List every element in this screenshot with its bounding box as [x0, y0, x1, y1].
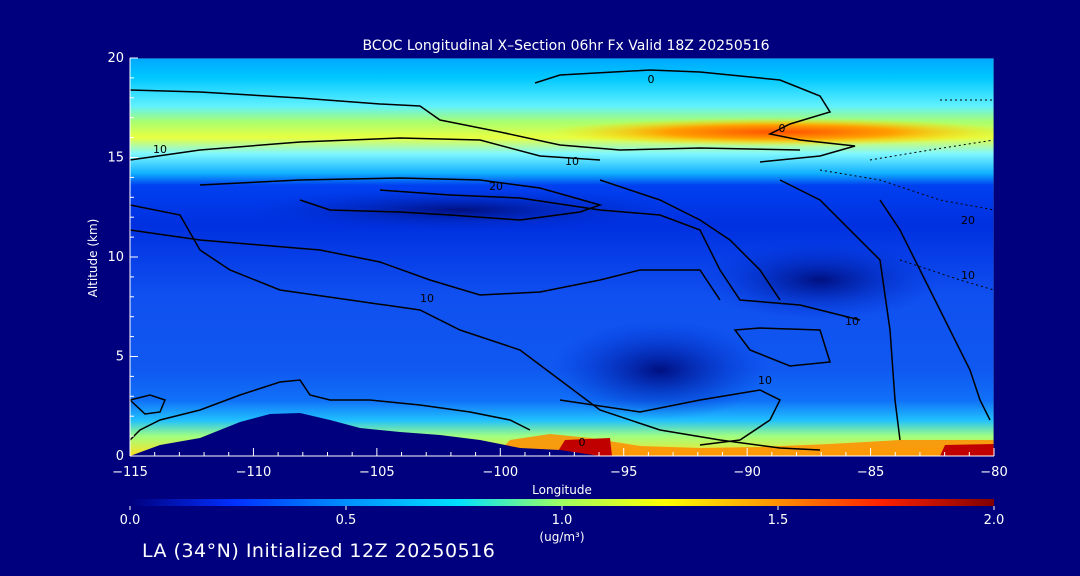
y-axis: 0 5 10 15 20	[107, 51, 138, 464]
colorbar	[130, 499, 994, 506]
y-tick-label: 10	[107, 250, 124, 265]
x-tick-label: −115	[112, 465, 148, 480]
x-tick-label: −95	[610, 465, 637, 480]
x-axis-label: Longitude	[532, 483, 592, 497]
y-axis-label: Altitude (km)	[86, 219, 100, 298]
contour-lines-dashed	[819, 99, 994, 291]
contour-label: 10	[961, 269, 975, 282]
x-tick-label: −110	[236, 465, 272, 480]
contour-label: 10	[153, 143, 167, 156]
x-tick-label: −100	[482, 465, 518, 480]
colorbar-ticks: 0.0 0.5 1.0 1.5 2.0	[120, 506, 1005, 528]
contour-label: 20	[489, 180, 503, 193]
contour-label: 0	[779, 122, 786, 135]
chart-title: BCOC Longitudinal X–Section 06hr Fx Vali…	[362, 38, 769, 54]
stratospheric-layer-hotspot	[550, 118, 994, 146]
contour-label: 10	[420, 292, 434, 305]
x-tick-label: −90	[733, 465, 760, 480]
contour-label: 10	[845, 315, 859, 328]
y-tick-label: 20	[107, 51, 124, 66]
x-axis: −115 −110 −105 −100 −95 −90 −85 −80	[112, 448, 1008, 480]
colorbar-tick-label: 1.5	[768, 513, 789, 528]
contour-label: 0	[579, 436, 586, 449]
colorbar-tick-label: 1.0	[552, 513, 573, 528]
contour-label: 0	[648, 73, 655, 86]
footer-label: LA (34°N) Initialized 12Z 20250516	[142, 540, 496, 562]
x-tick-label: −105	[359, 465, 395, 480]
mid-level-dark-region	[550, 320, 770, 420]
x-tick-label: −80	[980, 465, 1007, 480]
colorbar-tick-label: 2.0	[984, 513, 1005, 528]
contour-label: 10	[758, 374, 772, 387]
y-tick-label: 5	[116, 350, 124, 365]
y-tick-label: 15	[107, 151, 124, 166]
contour-label: 20	[961, 214, 975, 227]
surface-aerosol-layer	[495, 434, 994, 456]
x-tick-label: −85	[857, 465, 884, 480]
mid-level-dark-region-2	[700, 240, 940, 320]
y-tick-label: 0	[116, 449, 124, 464]
terrain	[130, 413, 600, 456]
contour-label: 10	[565, 155, 579, 168]
colorbar-tick-label: 0.0	[120, 513, 141, 528]
contour-labels: 0 10 10 20 10 10 0 20 10 10 0	[153, 73, 975, 449]
contour-lines	[130, 69, 991, 451]
upper-dark-region	[240, 188, 680, 232]
colorbar-units: (ug/m³)	[539, 530, 584, 544]
colorbar-tick-label: 0.5	[336, 513, 357, 528]
plot-area	[130, 58, 994, 456]
